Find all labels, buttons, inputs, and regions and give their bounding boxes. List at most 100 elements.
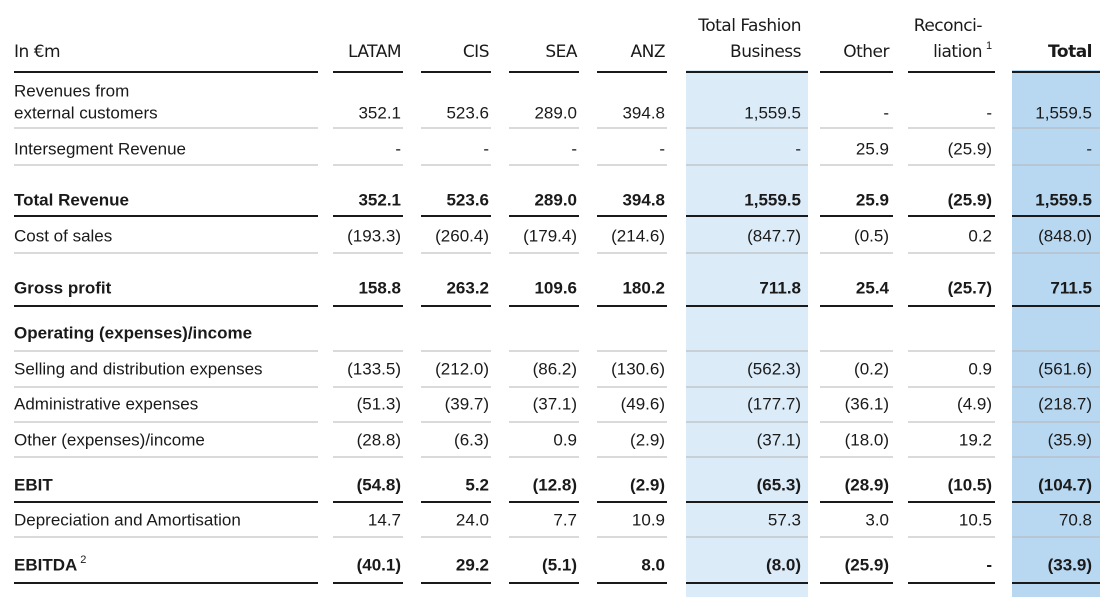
cell-value: 1,559.5 [744, 190, 801, 209]
column-header: liation [933, 42, 982, 62]
cell-value: (28.9) [845, 475, 889, 494]
cell-value: (561.6) [1038, 359, 1092, 378]
cell-value: 8.0 [641, 555, 665, 574]
cell-value: 7.7 [553, 510, 577, 529]
cell-value: (0.2) [854, 359, 889, 378]
cell-value: (4.9) [957, 394, 992, 413]
cell-value: 14.7 [368, 510, 401, 529]
cell-value: (25.9) [845, 555, 889, 574]
cell-value: 394.8 [622, 103, 665, 122]
column-header: Business [730, 42, 802, 62]
column-header: SEA [545, 42, 578, 62]
row-label: Other (expenses)/income [14, 430, 205, 449]
cell-value: (847.7) [747, 226, 801, 245]
row-label: Intersegment Revenue [14, 139, 186, 158]
cell-value: (39.7) [445, 394, 489, 413]
cell-value: (5.1) [542, 555, 577, 574]
cell-value: (177.7) [747, 394, 801, 413]
cell-value: (104.7) [1038, 475, 1092, 494]
cell-value: - [883, 103, 889, 122]
cell-value: 523.6 [446, 190, 489, 209]
cell-value: 25.4 [856, 278, 890, 297]
cell-value: 711.5 [1050, 278, 1092, 297]
cell-value: 19.2 [959, 430, 992, 449]
cell-value: 180.2 [622, 278, 665, 297]
cell-value: - [795, 139, 801, 158]
row-label: Selling and distribution expenses [14, 359, 263, 378]
column-header: In €m [14, 42, 60, 62]
row-label: Cost of sales [14, 226, 112, 245]
row-label: Revenues from [14, 81, 129, 100]
cell-value: 352.1 [358, 190, 401, 209]
cell-value: 352.1 [358, 103, 401, 122]
cell-value: - [395, 139, 401, 158]
cell-value: (2.9) [630, 475, 665, 494]
footnote-mark: 1 [986, 40, 992, 52]
row-label: EBITDA [14, 555, 77, 574]
cell-value: 523.6 [446, 103, 489, 122]
cell-value: (6.3) [454, 430, 489, 449]
cell-value: (86.2) [533, 359, 577, 378]
cell-value: - [1086, 139, 1092, 158]
row-label: EBIT [14, 475, 53, 494]
cell-value: 24.0 [456, 510, 489, 529]
cell-value: - [659, 139, 665, 158]
cell-value: 289.0 [534, 190, 577, 209]
cell-value: (562.3) [747, 359, 801, 378]
cell-value: - [986, 555, 992, 574]
column-header: Reconci- [914, 16, 983, 36]
cell-value: 10.9 [632, 510, 665, 529]
cell-value: (40.1) [357, 555, 401, 574]
cell-value: 394.8 [622, 190, 665, 209]
cell-value: - [483, 139, 489, 158]
cell-value: (65.3) [757, 475, 801, 494]
cell-value: 25.9 [856, 139, 889, 158]
row-label: external customers [14, 103, 158, 122]
cell-value: (25.7) [948, 278, 992, 297]
cell-value: (193.3) [347, 226, 401, 245]
cell-value: 0.9 [968, 359, 992, 378]
cell-value: (49.6) [621, 394, 665, 413]
cell-value: 5.2 [465, 475, 489, 494]
cell-value: 109.6 [534, 278, 577, 297]
cell-value: (2.9) [630, 430, 665, 449]
column-header: ANZ [631, 42, 666, 62]
cell-value: 70.8 [1059, 510, 1092, 529]
cell-value: (179.4) [523, 226, 577, 245]
cell-value: - [571, 139, 577, 158]
row-label: Operating (expenses)/income [14, 323, 252, 342]
cell-value: (12.8) [533, 475, 577, 494]
cell-value: (18.0) [845, 430, 889, 449]
cell-value: (37.1) [757, 430, 801, 449]
cell-value: (848.0) [1038, 226, 1092, 245]
cell-value: (133.5) [347, 359, 401, 378]
cell-value: 0.2 [968, 226, 992, 245]
cell-value: (214.6) [611, 226, 665, 245]
cell-value: 10.5 [959, 510, 992, 529]
column-highlight [686, 70, 808, 597]
column-header: Other [843, 42, 889, 62]
cell-value: 1,559.5 [1035, 103, 1092, 122]
cell-value: (37.1) [533, 394, 577, 413]
cell-value: (25.9) [948, 139, 992, 158]
cell-value: 0.9 [553, 430, 577, 449]
column-header: CIS [463, 42, 489, 62]
row-label: Total Revenue [14, 190, 129, 209]
total-highlight [1012, 70, 1100, 597]
cell-value: (33.9) [1048, 555, 1092, 574]
column-header: Total Fashion [697, 16, 801, 36]
cell-value: (51.3) [357, 394, 401, 413]
cell-value: 3.0 [865, 510, 889, 529]
cell-value: 29.2 [456, 555, 489, 574]
cell-value: (28.8) [357, 430, 401, 449]
cell-value: (218.7) [1038, 394, 1092, 413]
cell-value: 711.8 [759, 278, 801, 297]
row-label: Administrative expenses [14, 394, 198, 413]
cell-value: (36.1) [845, 394, 889, 413]
cell-value: (212.0) [435, 359, 489, 378]
row-label: Depreciation and Amortisation [14, 510, 241, 529]
cell-value: 1,559.5 [1035, 190, 1092, 209]
cell-value: (8.0) [766, 555, 801, 574]
column-header: Total [1048, 42, 1092, 62]
